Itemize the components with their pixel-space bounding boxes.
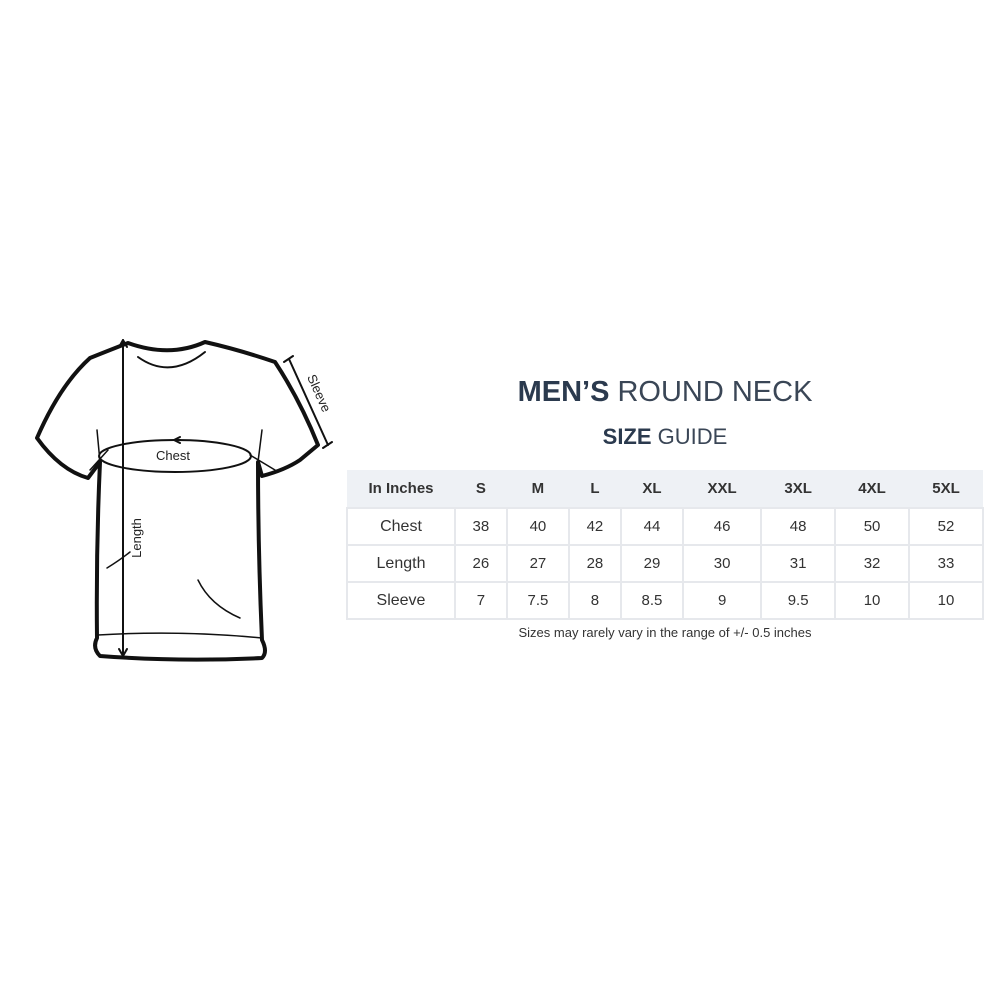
- table-cell: 9: [682, 581, 763, 620]
- shirt-collar: [137, 351, 206, 369]
- tshirt-diagram: Chest Length Sleeve: [35, 339, 334, 662]
- table-cell: 28: [568, 544, 622, 583]
- subtitle-bold: SIZE: [602, 424, 652, 449]
- chest-label: Chest: [156, 448, 190, 463]
- column-header: XXL: [683, 470, 762, 508]
- table-cell: 7.5: [505, 581, 571, 620]
- table-cell: 8: [568, 581, 622, 620]
- table-cell: 10: [908, 581, 984, 620]
- table-cell: 9.5: [760, 581, 837, 620]
- size-table: In Inches S M L XL XXL 3XL 4XL 5XL Chest 38 40 42 44…: [346, 470, 984, 620]
- table-cell: 38: [454, 507, 508, 546]
- sleeve-label: Sleeve: [304, 372, 334, 414]
- shirt-outline: [35, 340, 320, 662]
- subtitle-light: GUIDE: [657, 424, 728, 449]
- row-label: Length: [346, 544, 456, 583]
- page-title: MEN’S ROUND NECK: [346, 376, 984, 409]
- table-cell: 42: [568, 507, 622, 546]
- size-variance-note: Sizes may rarely vary in the range of +/…: [518, 625, 812, 640]
- table-cell: 30: [682, 544, 763, 583]
- table-cell: 33: [908, 544, 984, 583]
- chest-arrow-icon: [173, 436, 181, 444]
- column-header: In Inches: [347, 470, 455, 508]
- table-cell: 40: [505, 507, 571, 546]
- column-header: M: [506, 470, 570, 508]
- table-cell: 44: [619, 507, 685, 546]
- table-cell: 27: [505, 544, 571, 583]
- table-cell: 48: [760, 507, 837, 546]
- row-label: Chest: [346, 507, 456, 546]
- column-header: 5XL: [909, 470, 983, 508]
- page-subtitle: SIZE GUIDE: [346, 424, 984, 450]
- title-bold: MEN’S: [517, 376, 610, 408]
- sleeve-measure-line: [288, 358, 329, 446]
- table-cell: 31: [760, 544, 837, 583]
- column-header: S: [455, 470, 507, 508]
- row-label: Sleeve: [346, 581, 456, 620]
- table-cell: 10: [834, 581, 910, 620]
- column-header: L: [569, 470, 621, 508]
- length-label: Length: [129, 518, 144, 558]
- table-cell: 32: [834, 544, 910, 583]
- table-header-row: In Inches S M L XL XXL 3XL 4XL 5XL: [347, 470, 983, 508]
- table-cell: 26: [454, 544, 508, 583]
- table-cell: 46: [682, 507, 763, 546]
- table-row: Sleeve 7 7.5 8 8.5 9 9.5 10 10: [346, 581, 984, 620]
- table-cell: 52: [908, 507, 984, 546]
- column-header: 4XL: [835, 470, 909, 508]
- table-row: Length 26 27 28 29 30 31 32 33: [346, 544, 984, 583]
- title-light: ROUND NECK: [617, 376, 813, 408]
- table-cell: 8.5: [619, 581, 685, 620]
- table-cell: 29: [619, 544, 685, 583]
- column-header: XL: [620, 470, 684, 508]
- table-row: Chest 38 40 42 44 46 48 50 52: [346, 507, 984, 546]
- column-header: 3XL: [761, 470, 836, 508]
- table-cell: 50: [834, 507, 910, 546]
- table-cell: 7: [454, 581, 508, 620]
